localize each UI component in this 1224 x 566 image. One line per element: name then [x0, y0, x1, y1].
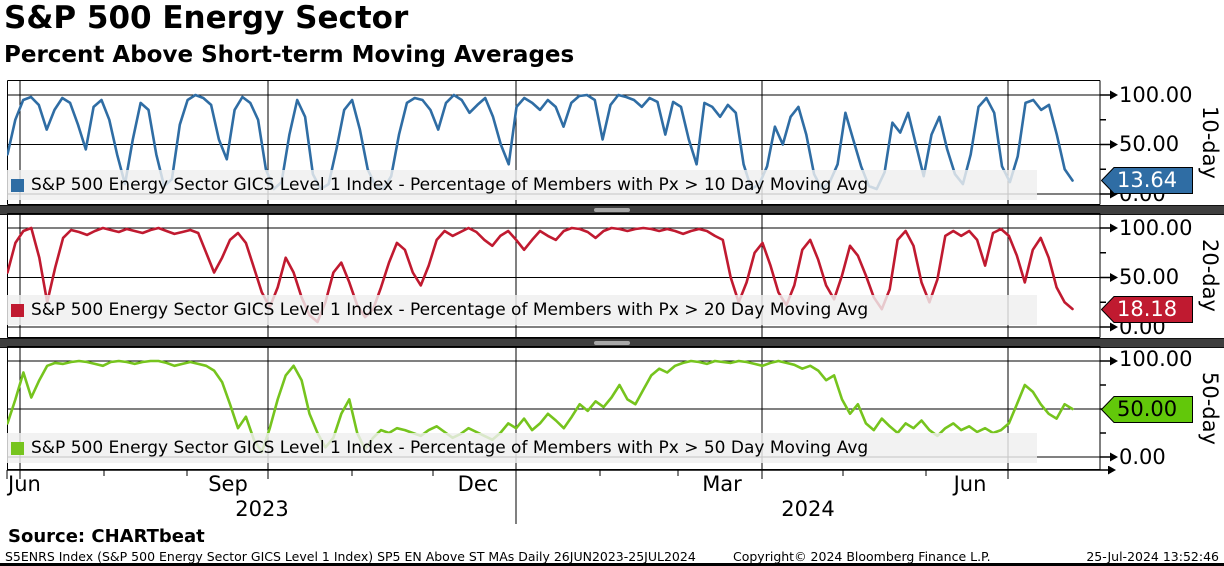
- x-tick-label: Mar: [702, 472, 742, 496]
- legend-swatch-icon: [11, 178, 24, 192]
- x-year-label: 2024: [781, 497, 835, 521]
- panel-side-label: 50-day: [1198, 371, 1222, 445]
- legend-label: S&P 500 Energy Sector GICS Level 1 Index…: [31, 300, 869, 320]
- x-tick-label: Dec: [457, 472, 499, 496]
- panel-10-day: S&P 500 Energy Sector GICS Level 1 Index…: [0, 80, 1224, 205]
- y-tick-label: 0.00: [1119, 445, 1166, 469]
- y-tick-label: 100.00: [1119, 347, 1193, 371]
- last-value-badge-20-day: 18.18: [1101, 295, 1193, 323]
- legend-row-10-day[interactable]: S&P 500 Energy Sector GICS Level 1 Index…: [7, 170, 1037, 200]
- footer-copyright: Copyright© 2024 Bloomberg Finance L.P.: [733, 549, 991, 564]
- x-tick-label: Jun: [8, 472, 41, 496]
- legend-swatch-icon: [11, 303, 24, 317]
- divider-drag-handle[interactable]: [594, 341, 630, 345]
- legend-row-20-day[interactable]: S&P 500 Energy Sector GICS Level 1 Index…: [7, 295, 1037, 325]
- panel-divider: [0, 205, 1224, 215]
- legend-swatch-icon: [11, 441, 24, 455]
- line-chart-20-day: [7, 213, 1118, 338]
- x-axis: [6, 466, 1116, 524]
- bottom-border: [0, 563, 1224, 566]
- legend-row-50-day[interactable]: S&P 500 Energy Sector GICS Level 1 Index…: [7, 433, 1037, 463]
- panel-20-day: S&P 500 Energy Sector GICS Level 1 Index…: [0, 213, 1224, 338]
- x-tick-label: Sep: [208, 472, 248, 496]
- footer-timestamp: 25-Jul-2024 13:52:46: [1086, 549, 1219, 564]
- source-label: Source: CHARTbeat: [8, 526, 205, 547]
- y-tick-label: 50.00: [1119, 132, 1180, 156]
- y-tick-label: 100.00: [1119, 83, 1193, 107]
- y-tick-label: 100.00: [1119, 216, 1193, 240]
- legend-label: S&P 500 Energy Sector GICS Level 1 Index…: [31, 175, 869, 195]
- last-value-badge-10-day: 13.64: [1101, 166, 1193, 194]
- x-tick-label: Jun: [953, 472, 987, 496]
- panel-50-day: S&P 500 Energy Sector GICS Level 1 Index…: [0, 346, 1224, 470]
- panel-side-label: 20-day: [1198, 239, 1222, 312]
- footer-security-description: S5ENRS Index (S&P 500 Energy Sector GICS…: [5, 549, 696, 564]
- panel-divider: [0, 338, 1224, 348]
- last-value-text: 18.18: [1117, 296, 1178, 321]
- legend-label: S&P 500 Energy Sector GICS Level 1 Index…: [31, 438, 869, 458]
- page-title: S&P 500 Energy Sector: [4, 0, 409, 36]
- y-tick-label: 50.00: [1119, 265, 1180, 289]
- divider-drag-handle[interactable]: [594, 208, 630, 212]
- last-value-badge-50-day: 50.00: [1101, 395, 1193, 423]
- x-year-label: 2023: [235, 497, 289, 521]
- panel-side-label: 10-day: [1198, 106, 1222, 179]
- last-value-text: 50.00: [1117, 396, 1178, 421]
- page-subtitle: Percent Above Short-term Moving Averages: [4, 42, 575, 68]
- last-value-text: 13.64: [1117, 167, 1178, 192]
